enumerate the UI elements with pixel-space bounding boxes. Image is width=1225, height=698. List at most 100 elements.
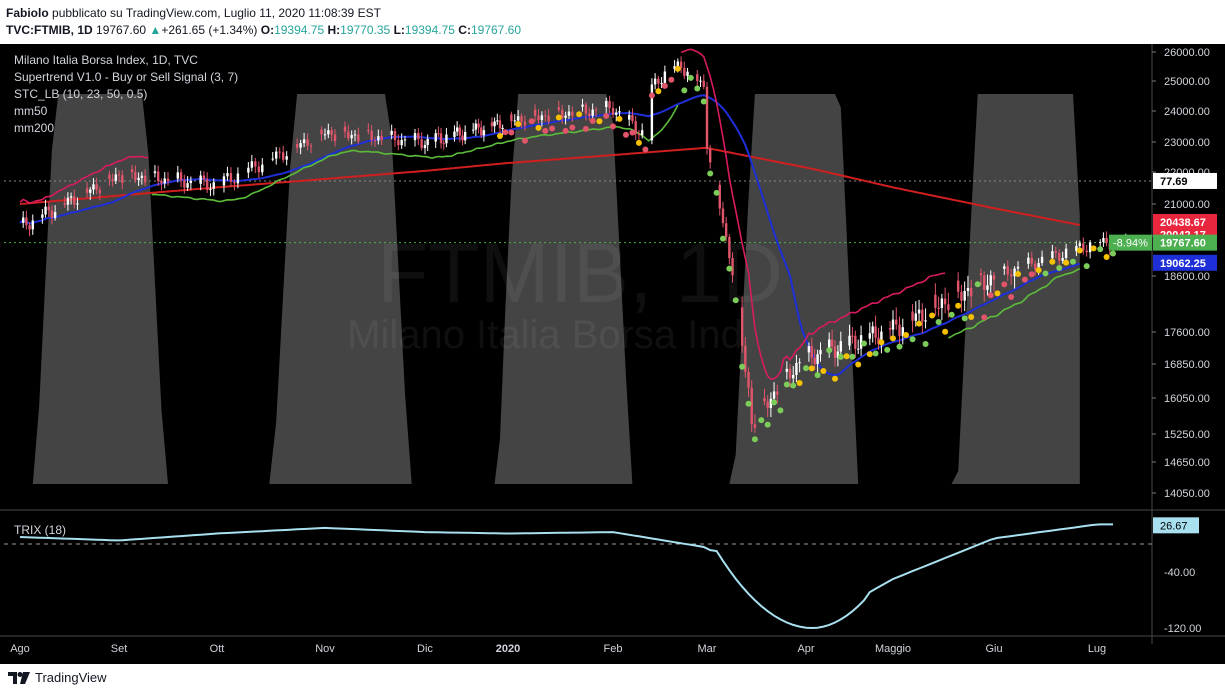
signal-dot <box>1008 293 1015 300</box>
candle-body <box>683 67 686 76</box>
chart-area[interactable]: FTMIB, 1D Milano Italia Borsa Ind Milano… <box>0 44 1225 664</box>
candle-body <box>482 130 486 136</box>
candle-body <box>1058 252 1061 261</box>
signal-dot <box>861 340 867 347</box>
tradingview-brand: TradingView <box>35 670 107 685</box>
candle-body <box>226 173 229 177</box>
signal-dot <box>496 133 503 140</box>
tradingview-footer[interactable]: TradingView <box>8 670 107 685</box>
candle-body <box>888 327 892 330</box>
trix-tick-label: -40.00 <box>1164 567 1195 579</box>
signal-dot <box>987 292 994 299</box>
candle-body <box>347 131 350 139</box>
candle-body <box>753 424 757 428</box>
signal-dot <box>1015 270 1022 277</box>
candle-body <box>605 100 608 108</box>
candle-body <box>628 114 631 120</box>
signal-dot <box>635 139 642 146</box>
candle-body <box>275 151 278 159</box>
signal-dot <box>981 314 988 321</box>
candle-body <box>1037 263 1040 270</box>
trix-tick-label: -120.00 <box>1164 623 1201 635</box>
candle-body <box>299 143 302 148</box>
signal-dot <box>826 347 833 354</box>
signal-dot <box>942 328 949 335</box>
candle-body <box>1102 238 1105 243</box>
trix-value-tag <box>1153 517 1199 534</box>
author-name[interactable]: Fabiolo <box>6 6 49 20</box>
candle-body <box>594 109 598 111</box>
candle-body <box>581 104 584 107</box>
candle-body <box>513 120 516 122</box>
signal-dot <box>515 120 522 127</box>
candle-body <box>584 104 588 114</box>
signal-dot <box>508 129 515 136</box>
price-tick-label: 15250.00 <box>1164 429 1210 441</box>
candle-body <box>785 368 789 372</box>
candle-body <box>567 111 571 116</box>
price-tick-label: 21000.00 <box>1164 199 1210 211</box>
candle-body <box>557 107 561 110</box>
signal-dot <box>1021 276 1028 283</box>
symbol-label[interactable]: TVC:FTMIB, 1D <box>6 23 93 37</box>
watermark: FTMIB, 1D Milano Italia Borsa Ind <box>347 226 783 357</box>
candle-body <box>21 217 25 223</box>
candle-body <box>986 285 989 290</box>
signal-dot <box>629 129 636 136</box>
candle-body <box>480 127 483 136</box>
signal-dot <box>1049 258 1056 265</box>
candle-body <box>718 184 721 209</box>
candle-body <box>520 116 523 122</box>
signal-dot <box>974 281 981 288</box>
candle-body <box>439 133 443 144</box>
candle-body <box>212 182 215 189</box>
candle-body <box>31 220 34 230</box>
signal-dot <box>655 88 662 95</box>
signal-dot <box>872 350 879 357</box>
signal-dot <box>622 131 629 138</box>
signal-dots <box>496 65 1116 443</box>
candle-body <box>810 346 813 358</box>
candle-body <box>143 175 147 183</box>
signal-dot <box>758 417 765 424</box>
candle-body <box>434 133 437 142</box>
candle-body <box>798 362 801 364</box>
candle-body <box>564 115 567 118</box>
candle-body <box>413 133 417 141</box>
candle-body <box>833 346 837 358</box>
candle-body <box>281 152 285 160</box>
signal-dot <box>502 129 509 136</box>
candle-body <box>660 82 663 84</box>
legend-item: mm200 <box>14 121 54 135</box>
open-label: O: <box>260 23 275 37</box>
signal-dot <box>896 343 903 350</box>
candle-body <box>327 130 330 135</box>
candle-body <box>731 258 734 276</box>
candle-body <box>390 130 393 135</box>
candle-body <box>95 184 98 190</box>
price-tag <box>1153 172 1217 189</box>
candle-body <box>956 280 960 292</box>
candles <box>21 56 1131 433</box>
time-axis[interactable]: Ago Set Ott Nov Dic 2020 Feb Mar Apr Maggio Giu Lug <box>10 643 1106 655</box>
last-price: 19767.60 <box>96 23 147 37</box>
candle-body <box>463 131 467 141</box>
candle-body <box>496 120 499 122</box>
signal-dot <box>837 353 844 360</box>
candle-body <box>209 188 212 190</box>
signal-dot <box>1035 267 1042 274</box>
candle-body <box>76 203 79 205</box>
candle-body <box>1078 243 1082 246</box>
percent-tag-label: -8.94% <box>1113 238 1148 250</box>
candle-body <box>373 140 377 142</box>
candle-body <box>830 339 834 347</box>
candle-body <box>89 189 92 193</box>
signal-dot <box>808 365 815 372</box>
change-up-icon: ▲ <box>149 23 162 37</box>
candle-body <box>333 134 337 142</box>
candle-body <box>163 178 166 184</box>
candle-body <box>728 237 731 259</box>
candle-body <box>117 174 121 176</box>
candle-body <box>696 74 699 81</box>
candle-body <box>699 80 702 82</box>
